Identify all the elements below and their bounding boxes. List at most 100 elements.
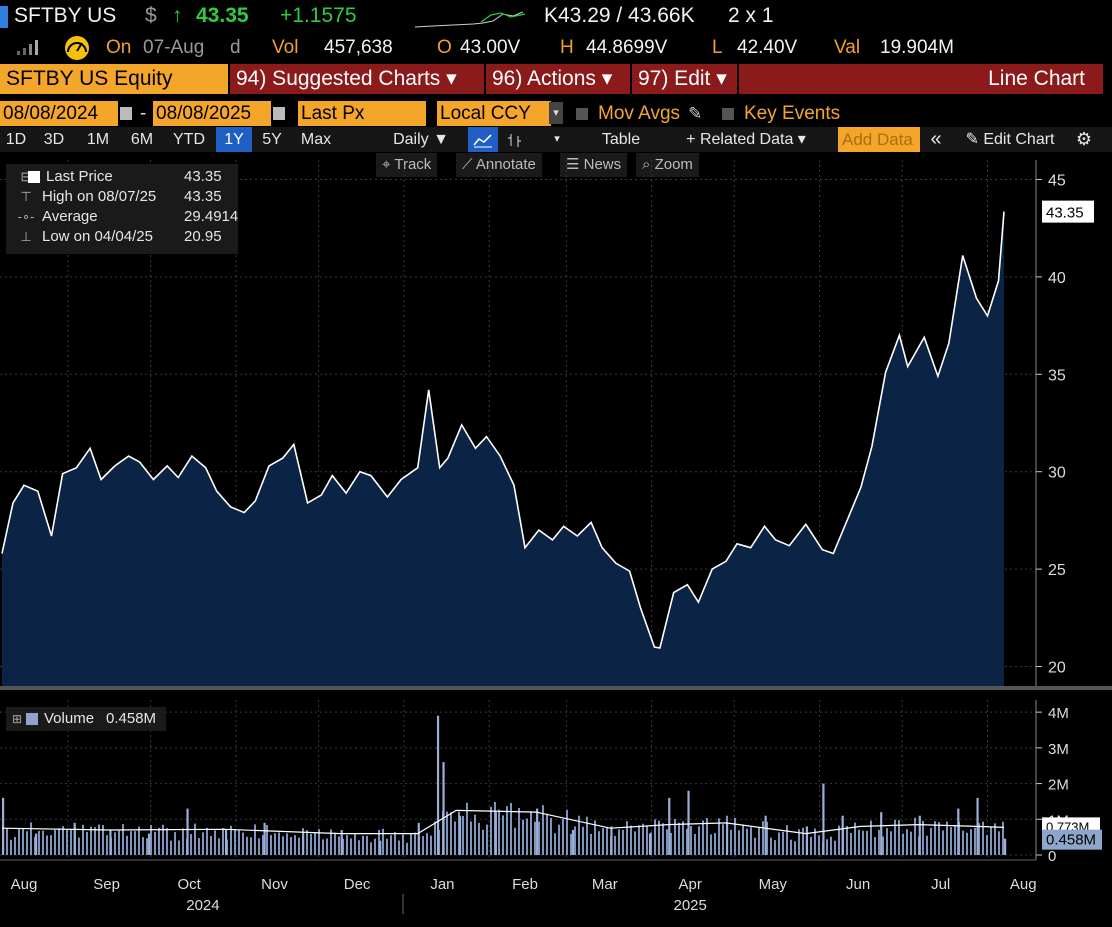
annotate-tool[interactable]: ⟋ Annotate	[456, 153, 542, 177]
volume-bar	[310, 833, 312, 855]
volume-bar	[658, 820, 660, 855]
volume-bar	[938, 822, 940, 855]
mov-avgs-checkbox[interactable]	[576, 108, 588, 120]
ticker[interactable]: SFTBY US	[14, 4, 117, 27]
volume-bar	[506, 806, 508, 855]
related-data-menu[interactable]: + Related Data ▾	[686, 131, 806, 148]
volume-bar	[638, 825, 640, 855]
volume-bar	[398, 840, 400, 855]
track-tool[interactable]: ⌖ Track	[376, 153, 438, 177]
security-marker	[0, 6, 8, 28]
collapse-icon[interactable]: «	[930, 128, 942, 150]
period-ytd[interactable]: YTD	[173, 131, 205, 148]
volume-bar	[430, 835, 432, 855]
volume-bar	[186, 808, 189, 855]
pencil-icon[interactable]: ✎	[688, 104, 703, 123]
field-selector[interactable]: Last Px	[298, 101, 426, 126]
volume-bar	[86, 831, 88, 855]
volume-bar	[114, 832, 116, 855]
collapse-legend-icon[interactable]: ⊞	[12, 712, 23, 726]
end-date-input[interactable]: 08/08/2025	[153, 101, 271, 126]
calendar-icon[interactable]	[120, 107, 132, 120]
security-field[interactable]: SFTBY US Equity	[0, 64, 228, 94]
line-chart-icon[interactable]	[468, 127, 498, 152]
period-3d[interactable]: 3D	[43, 131, 65, 148]
volume-tick-label: 4M	[1048, 705, 1069, 722]
chart-style-chevron-icon[interactable]: ▾	[554, 133, 560, 145]
volume-bar	[946, 821, 948, 855]
volume-bar	[38, 830, 40, 855]
bar-chart-icon[interactable]	[500, 127, 530, 152]
table-button[interactable]: Table	[601, 131, 641, 148]
volume-bar	[222, 828, 224, 855]
key-events-label: Key Events	[744, 103, 841, 124]
legend-last-price[interactable]: ⊟ Last Price 43.35	[6, 167, 238, 187]
key-events-checkbox[interactable]	[722, 108, 734, 120]
volume-bar	[290, 837, 292, 855]
gear-icon[interactable]: ⚙	[1075, 129, 1093, 149]
period-1y[interactable]: 1Y	[216, 127, 252, 152]
price-y-axis: 20 25 30 35 40 45 43.35	[1035, 160, 1094, 686]
volume-bar	[574, 826, 576, 855]
volume-bar	[382, 828, 384, 855]
speedometer-icon[interactable]	[60, 35, 94, 60]
volume-bar	[986, 835, 988, 855]
currency-selector[interactable]: Local CCY	[437, 101, 551, 126]
period-5y[interactable]: 5Y	[262, 131, 282, 148]
edit-chart-button[interactable]: ✎ Edit Chart	[954, 127, 1066, 152]
pane-divider[interactable]	[0, 686, 1112, 690]
volume-bar	[858, 829, 860, 855]
volume-bar	[830, 836, 832, 855]
volume-bar	[734, 817, 736, 855]
volume-bar	[725, 822, 729, 855]
add-data-input[interactable]: Add Data	[838, 127, 920, 152]
volume-bar	[182, 828, 184, 855]
volume-bar	[718, 818, 720, 855]
last-price-tag-label: 43.35	[1046, 205, 1084, 222]
volume-bar	[370, 842, 372, 855]
volume-bar	[626, 821, 628, 855]
volume-bar	[550, 817, 552, 855]
chevron-down-icon[interactable]: ▾	[549, 102, 563, 124]
bid-ask: K43.29 / 43.66K	[544, 4, 695, 27]
x-month-label: Dec	[344, 876, 371, 893]
volume-legend[interactable]: ⊞ Volume 0.458M	[6, 707, 166, 731]
price-tick-label: 25	[1048, 562, 1066, 579]
period-1d[interactable]: 1D	[5, 131, 27, 148]
calendar-icon[interactable]	[273, 107, 285, 120]
actions-menu[interactable]: 96) Actions ▾	[486, 64, 630, 94]
chart-toolbar: 1D 3D 1M 6M YTD 1Y 5Y Max Daily ▼ ▾ Table + Rel…	[0, 127, 1112, 152]
x-axis: Aug Sep Oct Nov Dec Jan Feb Mar Apr May Jun Jul Aug 2…	[0, 859, 1037, 914]
frequency-dropdown[interactable]: Daily ▼	[393, 131, 449, 148]
volume-bar	[446, 811, 448, 855]
last-price-value: 43.35	[184, 168, 222, 185]
zoom-tool[interactable]: ⌕ Zoom	[636, 153, 699, 177]
period-max[interactable]: Max	[300, 131, 332, 148]
news-icon: ☰	[566, 156, 584, 173]
price-area-fill	[2, 211, 1004, 686]
volume-bar	[746, 828, 748, 855]
volume-bar	[426, 833, 428, 855]
news-tool[interactable]: ☰ News	[560, 153, 628, 177]
volume-bar	[10, 839, 12, 855]
start-date-input[interactable]: 08/08/2024	[0, 101, 118, 126]
x-month-label: Aug	[11, 876, 38, 893]
edit-menu[interactable]: 97) Edit ▾	[632, 64, 737, 94]
volume-bar	[150, 825, 152, 855]
price-legend: ⊟ Last Price 43.35 ⊤ High on 08/07/25 43…	[6, 164, 238, 254]
period-6m[interactable]: 6M	[130, 131, 154, 148]
volume-bar	[450, 812, 452, 855]
volume-bar	[486, 824, 488, 855]
collapse-legend-icon[interactable]: ⊟	[20, 169, 32, 184]
volume-bar	[322, 839, 324, 855]
suggested-charts-menu[interactable]: 94) Suggested Charts ▾	[230, 64, 484, 94]
volume-bar	[502, 815, 504, 855]
volume-bar	[722, 824, 724, 855]
volume-bar	[42, 830, 44, 855]
volume-bar	[454, 821, 456, 855]
volume-bar	[54, 829, 56, 855]
volume-bar	[518, 807, 520, 855]
period-1m[interactable]: 1M	[86, 131, 110, 148]
volume-bar	[950, 827, 952, 855]
